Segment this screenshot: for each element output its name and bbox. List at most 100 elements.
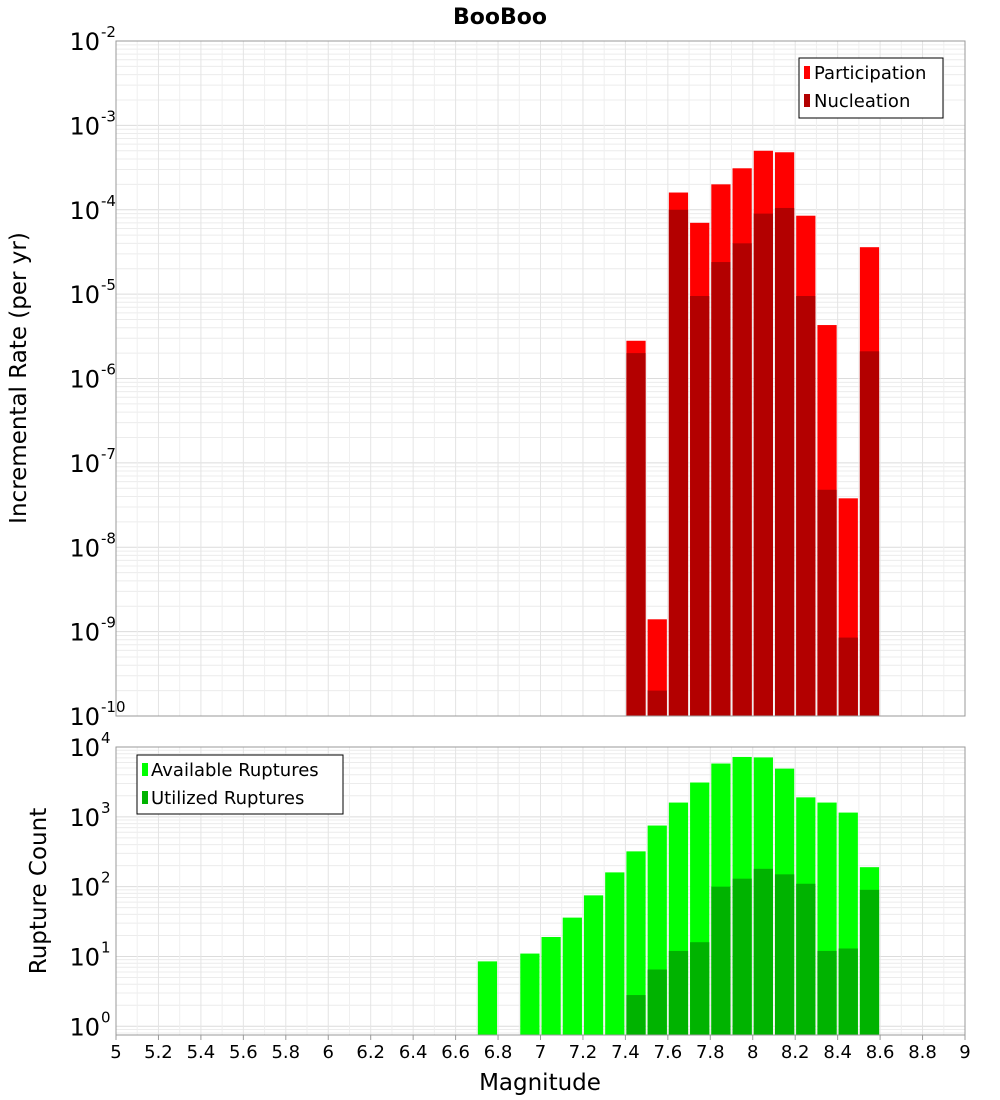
utilized-ruptures-bar (859, 889, 880, 1035)
available-ruptures-bar (583, 895, 604, 1035)
utilized-ruptures-bar (711, 886, 731, 1035)
nucleation-bar (859, 351, 880, 716)
x-tick-label: 8.2 (781, 1042, 810, 1063)
utilized-ruptures-bar (647, 969, 667, 1035)
x-tick-label: 5 (110, 1042, 121, 1063)
chart-title: BooBoo (453, 5, 547, 30)
y-tick-label-exponent: 3 (101, 799, 111, 817)
utilized-ruptures-bar (690, 942, 710, 1035)
utilized-ruptures-bar (796, 883, 816, 1035)
x-tick-labels: 5 5.2 5.4 5.6 5.8 6 6.2 6.4 6.6 6.8 7 7.2 7.4 7.6 7.8 8… (110, 1035, 971, 1063)
y-tick-label-base: 10 (69, 703, 100, 731)
bottom-legend: Available Ruptures Utilized Ruptures (136, 754, 344, 815)
y-tick-label-base: 10 (69, 112, 100, 140)
y-tick-label-exponent: -7 (101, 445, 116, 463)
utilized-ruptures-bar (817, 950, 837, 1035)
x-tick-label: 7 (535, 1042, 546, 1063)
nucleation-bar (753, 213, 773, 717)
y-tick-label-base: 10 (69, 28, 100, 56)
nucleation-legend-swatch (804, 94, 810, 107)
y-tick-label-exponent: 2 (101, 869, 111, 887)
y-tick-label-base: 10 (69, 534, 100, 562)
utilized-ruptures-bar (753, 868, 773, 1035)
y-tick-label-exponent: -5 (101, 276, 116, 294)
nucleation-bar (668, 209, 689, 716)
y-tick-label-exponent: -8 (101, 529, 116, 547)
y-tick-label-base: 10 (69, 804, 100, 832)
nucleation-bar (690, 296, 710, 716)
x-tick-label: 8.6 (866, 1042, 895, 1063)
available-ruptures-legend-swatch (142, 763, 148, 776)
available-ruptures-bar (541, 936, 561, 1035)
utilized-ruptures-legend-label: Utilized Ruptures (151, 788, 304, 809)
nucleation-bar (774, 207, 795, 716)
y-tick-label-exponent: -2 (101, 23, 116, 41)
x-tick-label: 8 (747, 1042, 758, 1063)
participation-legend-swatch (804, 66, 810, 79)
y-tick-label-base: 10 (69, 366, 100, 394)
top-plot-frame (115, 40, 966, 717)
x-axis-title: Magnitude (479, 1070, 601, 1096)
y-tick-label-exponent: 1 (101, 938, 111, 956)
x-tick-label: 5.2 (144, 1042, 173, 1063)
nucleation-bar (732, 243, 752, 717)
y-tick-label-exponent: -9 (101, 614, 116, 632)
x-tick-label: 7.8 (696, 1042, 725, 1063)
utilized-ruptures-legend-swatch (142, 791, 148, 804)
x-tick-label: 5.6 (229, 1042, 258, 1063)
y-tick-label-base: 10 (69, 734, 100, 762)
available-ruptures-bar (562, 917, 582, 1035)
bottom-y-axis-title: Rupture Count (26, 808, 52, 974)
nucleation-bar (626, 353, 646, 716)
y-tick-label-base: 10 (69, 281, 100, 309)
x-tick-label: 5.8 (271, 1042, 300, 1063)
nucleation-bar (647, 690, 667, 716)
y-tick-label-exponent: -6 (101, 361, 116, 379)
x-tick-label: 6.2 (356, 1042, 385, 1063)
top-legend: Participation Nucleation (798, 57, 944, 119)
y-tick-label-exponent: -10 (101, 698, 126, 716)
y-tick-label-exponent: 4 (101, 729, 111, 747)
y-tick-label-base: 10 (69, 874, 100, 902)
nucleation-bar (711, 262, 731, 716)
x-tick-label: 6 (323, 1042, 334, 1063)
x-tick-label: 5.4 (187, 1042, 216, 1063)
nucleation-bar (817, 489, 837, 716)
utilized-ruptures-bar (668, 950, 689, 1035)
nucleation-bar (838, 637, 858, 716)
y-tick-label-base: 10 (69, 1013, 100, 1041)
top-plot-bars (626, 150, 880, 717)
bottom-plot-bars (477, 756, 880, 1035)
available-ruptures-bar (520, 953, 540, 1035)
x-tick-label: 8.4 (823, 1042, 852, 1063)
nucleation-bar (796, 296, 816, 716)
y-tick-label-base: 10 (69, 619, 100, 647)
x-tick-label: 7.6 (654, 1042, 683, 1063)
x-tick-label: 6.6 (441, 1042, 470, 1063)
x-tick-label: 7.2 (569, 1042, 598, 1063)
x-tick-label: 7.4 (611, 1042, 640, 1063)
y-tick-label-exponent: -3 (101, 107, 116, 125)
nucleation-legend-label: Nucleation (814, 91, 910, 112)
top-y-axis-title: Incremental Rate (per yr) (6, 232, 32, 524)
y-tick-label-exponent: -4 (101, 192, 116, 210)
x-tick-label: 9 (959, 1042, 970, 1063)
top-legend-box (798, 57, 944, 119)
x-tick-label: 6.8 (484, 1042, 513, 1063)
y-tick-label-base: 10 (69, 197, 100, 225)
available-ruptures-bar (605, 872, 625, 1035)
utilized-ruptures-bar (626, 995, 646, 1035)
top-plot-grid (115, 40, 966, 717)
y-tick-label-base: 10 (69, 943, 100, 971)
x-tick-label: 8.8 (908, 1042, 937, 1063)
utilized-ruptures-bar (774, 874, 795, 1035)
utilized-ruptures-bar (732, 878, 752, 1035)
participation-legend-label: Participation (814, 63, 926, 84)
available-ruptures-bar (477, 961, 498, 1035)
available-ruptures-legend-label: Available Ruptures (151, 760, 319, 781)
available-ruptures-bar (626, 851, 646, 1035)
utilized-ruptures-bar (838, 948, 858, 1035)
